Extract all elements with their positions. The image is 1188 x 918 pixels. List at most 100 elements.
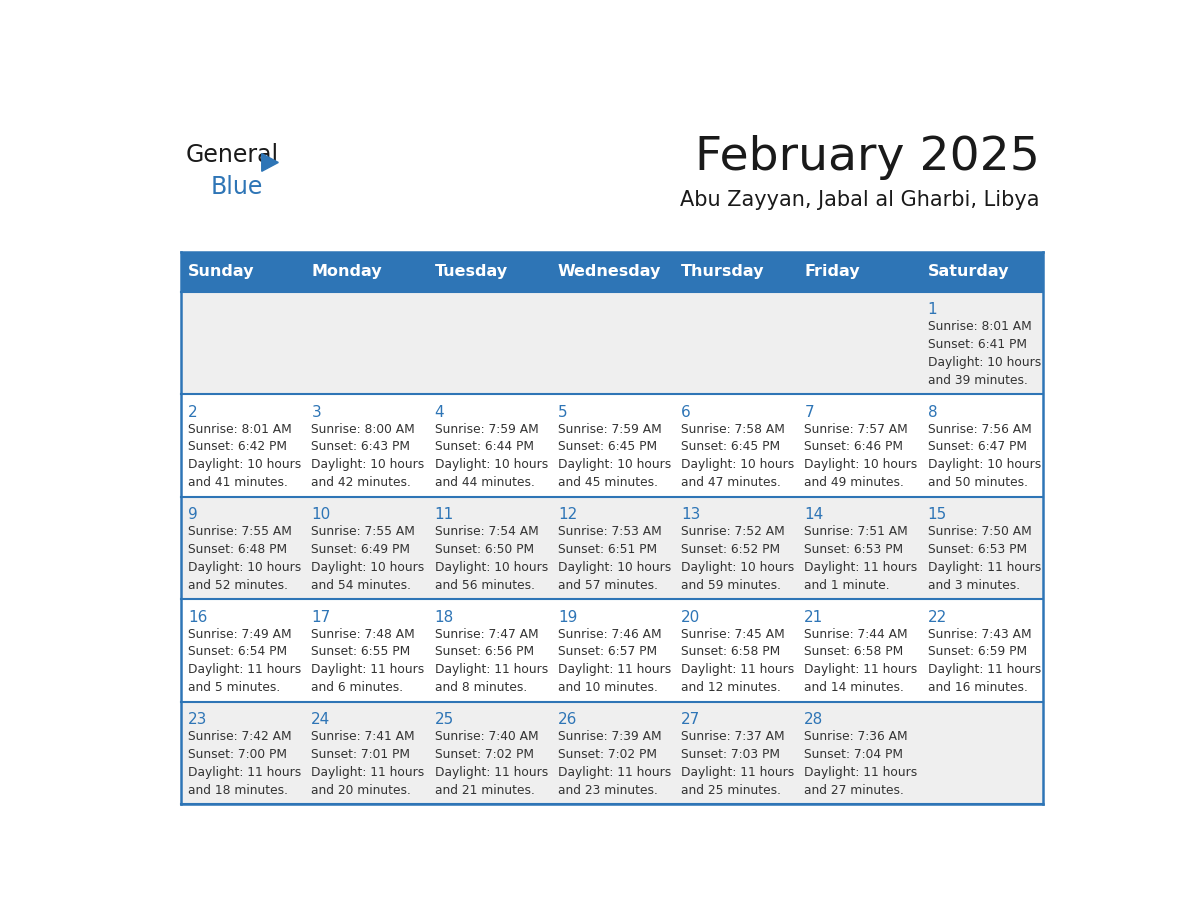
Text: Daylight: 11 hours: Daylight: 11 hours bbox=[558, 766, 671, 778]
Text: 19: 19 bbox=[558, 610, 577, 624]
Text: Sunset: 6:50 PM: Sunset: 6:50 PM bbox=[435, 543, 533, 556]
Polygon shape bbox=[261, 153, 278, 172]
Text: Friday: Friday bbox=[804, 264, 860, 279]
Text: and 42 minutes.: and 42 minutes. bbox=[311, 476, 411, 489]
Text: 13: 13 bbox=[681, 507, 701, 522]
Text: Sunrise: 7:42 AM: Sunrise: 7:42 AM bbox=[188, 730, 292, 743]
Text: Abu Zayyan, Jabal al Gharbi, Libya: Abu Zayyan, Jabal al Gharbi, Libya bbox=[681, 190, 1040, 210]
Text: General: General bbox=[185, 142, 278, 167]
Text: Sunrise: 7:47 AM: Sunrise: 7:47 AM bbox=[435, 628, 538, 641]
Text: 26: 26 bbox=[558, 712, 577, 727]
Text: Sunrise: 7:56 AM: Sunrise: 7:56 AM bbox=[928, 422, 1031, 435]
Text: Sunset: 6:48 PM: Sunset: 6:48 PM bbox=[188, 543, 287, 556]
Text: Sunset: 6:58 PM: Sunset: 6:58 PM bbox=[804, 645, 904, 658]
Text: Daylight: 10 hours: Daylight: 10 hours bbox=[558, 561, 671, 574]
Text: and 39 minutes.: and 39 minutes. bbox=[928, 374, 1028, 386]
Text: 22: 22 bbox=[928, 610, 947, 624]
Text: Sunset: 6:58 PM: Sunset: 6:58 PM bbox=[681, 645, 781, 658]
Text: and 5 minutes.: and 5 minutes. bbox=[188, 681, 280, 694]
Text: Wednesday: Wednesday bbox=[558, 264, 662, 279]
Text: Sunrise: 7:58 AM: Sunrise: 7:58 AM bbox=[681, 422, 785, 435]
Text: Sunrise: 7:41 AM: Sunrise: 7:41 AM bbox=[311, 730, 415, 743]
Text: and 12 minutes.: and 12 minutes. bbox=[681, 681, 781, 694]
Text: Daylight: 11 hours: Daylight: 11 hours bbox=[804, 664, 917, 677]
Text: and 3 minutes.: and 3 minutes. bbox=[928, 579, 1019, 592]
Text: Daylight: 10 hours: Daylight: 10 hours bbox=[188, 458, 302, 472]
Text: Daylight: 11 hours: Daylight: 11 hours bbox=[804, 561, 917, 574]
Text: and 6 minutes.: and 6 minutes. bbox=[311, 681, 404, 694]
Bar bbox=[181, 599, 1043, 702]
Text: and 49 minutes.: and 49 minutes. bbox=[804, 476, 904, 489]
Text: 7: 7 bbox=[804, 405, 814, 420]
Text: Daylight: 10 hours: Daylight: 10 hours bbox=[188, 561, 302, 574]
Text: and 50 minutes.: and 50 minutes. bbox=[928, 476, 1028, 489]
Text: and 10 minutes.: and 10 minutes. bbox=[558, 681, 658, 694]
Text: Sunset: 6:49 PM: Sunset: 6:49 PM bbox=[311, 543, 410, 556]
Text: Sunrise: 7:57 AM: Sunrise: 7:57 AM bbox=[804, 422, 908, 435]
Text: Sunset: 7:03 PM: Sunset: 7:03 PM bbox=[681, 748, 781, 761]
Text: Sunset: 6:51 PM: Sunset: 6:51 PM bbox=[558, 543, 657, 556]
Bar bbox=[181, 395, 1043, 497]
Text: Sunrise: 7:43 AM: Sunrise: 7:43 AM bbox=[928, 628, 1031, 641]
Text: Sunset: 7:01 PM: Sunset: 7:01 PM bbox=[311, 748, 410, 761]
Text: Tuesday: Tuesday bbox=[435, 264, 507, 279]
Text: Sunrise: 7:48 AM: Sunrise: 7:48 AM bbox=[311, 628, 415, 641]
Text: 18: 18 bbox=[435, 610, 454, 624]
Text: Daylight: 11 hours: Daylight: 11 hours bbox=[681, 664, 795, 677]
Text: Sunrise: 7:59 AM: Sunrise: 7:59 AM bbox=[558, 422, 662, 435]
Text: Daylight: 10 hours: Daylight: 10 hours bbox=[804, 458, 917, 472]
Text: Sunset: 7:00 PM: Sunset: 7:00 PM bbox=[188, 748, 287, 761]
Text: Daylight: 11 hours: Daylight: 11 hours bbox=[435, 766, 548, 778]
Bar bbox=[181, 702, 1043, 804]
Bar bbox=[674, 252, 797, 292]
Text: 23: 23 bbox=[188, 712, 208, 727]
Text: and 45 minutes.: and 45 minutes. bbox=[558, 476, 658, 489]
Text: 16: 16 bbox=[188, 610, 208, 624]
Text: Sunrise: 7:36 AM: Sunrise: 7:36 AM bbox=[804, 730, 908, 743]
Text: and 56 minutes.: and 56 minutes. bbox=[435, 579, 535, 592]
Text: Sunrise: 7:55 AM: Sunrise: 7:55 AM bbox=[188, 525, 292, 538]
Text: Sunrise: 8:01 AM: Sunrise: 8:01 AM bbox=[928, 320, 1031, 333]
Text: Daylight: 11 hours: Daylight: 11 hours bbox=[928, 664, 1041, 677]
Text: Sunrise: 7:59 AM: Sunrise: 7:59 AM bbox=[435, 422, 538, 435]
Text: Sunrise: 8:01 AM: Sunrise: 8:01 AM bbox=[188, 422, 292, 435]
Text: Sunset: 6:59 PM: Sunset: 6:59 PM bbox=[928, 645, 1026, 658]
Text: Sunrise: 7:50 AM: Sunrise: 7:50 AM bbox=[928, 525, 1031, 538]
Text: Thursday: Thursday bbox=[681, 264, 765, 279]
Text: Daylight: 11 hours: Daylight: 11 hours bbox=[188, 664, 302, 677]
Text: and 23 minutes.: and 23 minutes. bbox=[558, 784, 658, 797]
Bar bbox=[304, 252, 428, 292]
Text: Daylight: 11 hours: Daylight: 11 hours bbox=[435, 664, 548, 677]
Text: 3: 3 bbox=[311, 405, 321, 420]
Text: 11: 11 bbox=[435, 507, 454, 522]
Text: and 57 minutes.: and 57 minutes. bbox=[558, 579, 658, 592]
Text: and 54 minutes.: and 54 minutes. bbox=[311, 579, 411, 592]
Text: Sunset: 6:43 PM: Sunset: 6:43 PM bbox=[311, 441, 410, 453]
Text: Monday: Monday bbox=[311, 264, 383, 279]
Text: Sunrise: 7:54 AM: Sunrise: 7:54 AM bbox=[435, 525, 538, 538]
Text: Daylight: 11 hours: Daylight: 11 hours bbox=[928, 561, 1041, 574]
Text: and 18 minutes.: and 18 minutes. bbox=[188, 784, 289, 797]
Bar bbox=[428, 252, 550, 292]
Text: 5: 5 bbox=[558, 405, 568, 420]
Text: Daylight: 10 hours: Daylight: 10 hours bbox=[435, 458, 548, 472]
Text: Sunrise: 7:46 AM: Sunrise: 7:46 AM bbox=[558, 628, 662, 641]
Text: Daylight: 11 hours: Daylight: 11 hours bbox=[311, 766, 424, 778]
Text: 25: 25 bbox=[435, 712, 454, 727]
Text: 2: 2 bbox=[188, 405, 197, 420]
Text: Saturday: Saturday bbox=[928, 264, 1009, 279]
Text: Blue: Blue bbox=[211, 174, 264, 198]
Text: and 14 minutes.: and 14 minutes. bbox=[804, 681, 904, 694]
Text: 21: 21 bbox=[804, 610, 823, 624]
Text: and 47 minutes.: and 47 minutes. bbox=[681, 476, 781, 489]
Text: and 59 minutes.: and 59 minutes. bbox=[681, 579, 781, 592]
Text: Daylight: 10 hours: Daylight: 10 hours bbox=[681, 561, 795, 574]
Text: 9: 9 bbox=[188, 507, 198, 522]
Text: Sunday: Sunday bbox=[188, 264, 254, 279]
Text: Daylight: 11 hours: Daylight: 11 hours bbox=[681, 766, 795, 778]
Text: Sunset: 6:52 PM: Sunset: 6:52 PM bbox=[681, 543, 781, 556]
Text: Daylight: 11 hours: Daylight: 11 hours bbox=[311, 664, 424, 677]
Text: 15: 15 bbox=[928, 507, 947, 522]
Text: Daylight: 11 hours: Daylight: 11 hours bbox=[188, 766, 302, 778]
Text: Daylight: 10 hours: Daylight: 10 hours bbox=[558, 458, 671, 472]
